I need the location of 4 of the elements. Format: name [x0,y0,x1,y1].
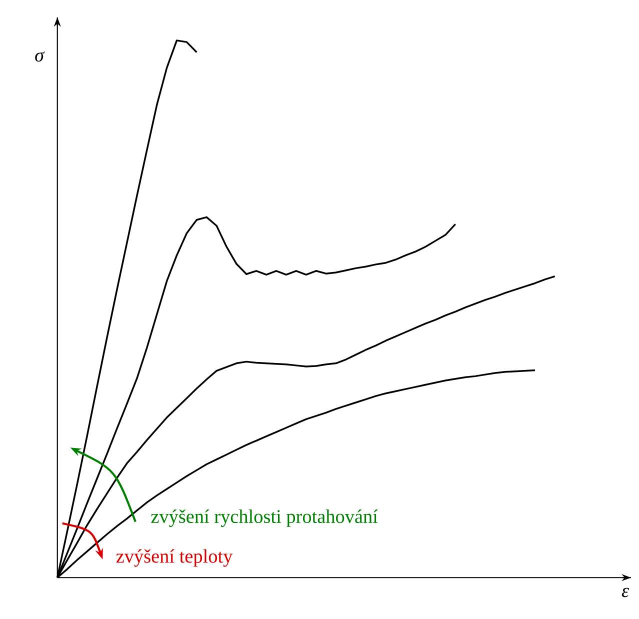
annotation: zvýšení teploty [116,549,233,567]
x-axis-title: ε [622,588,630,598]
annotation: zvýšení rychlosti protahování [151,509,378,527]
y-axis-title: σ [35,52,45,62]
